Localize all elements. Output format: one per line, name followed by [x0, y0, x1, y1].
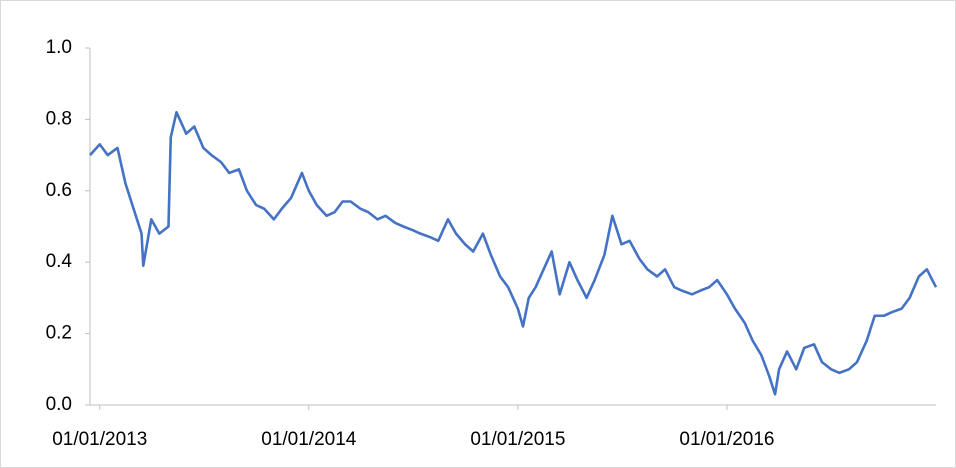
y-tick-label: 0.8 [46, 108, 72, 129]
x-tick-label: 01/01/2016 [679, 429, 774, 450]
y-tick-label: 0.4 [46, 251, 73, 272]
x-tick-label: 01/01/2014 [261, 429, 357, 450]
y-tick-label: 1.0 [46, 37, 72, 58]
x-tick-label: 01/01/2013 [52, 429, 147, 450]
y-tick-label: 0.6 [46, 180, 72, 201]
x-tick-label: 01/01/2015 [470, 429, 565, 450]
data-line [89, 110, 938, 396]
y-tick-label: 0.0 [46, 394, 72, 415]
y-tick-label: 0.2 [46, 323, 72, 344]
